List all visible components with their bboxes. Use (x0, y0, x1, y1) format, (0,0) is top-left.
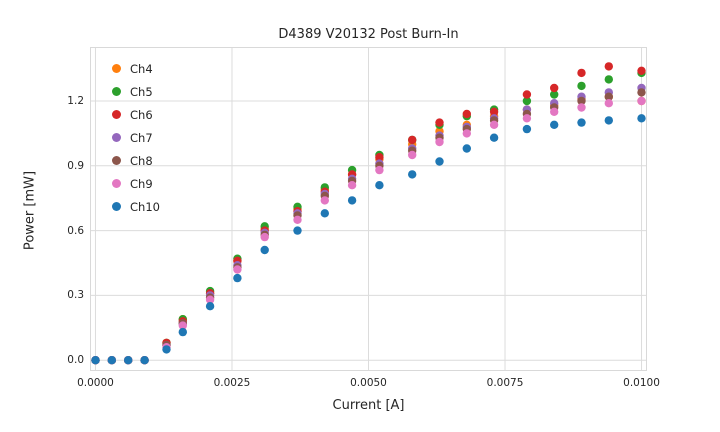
legend-item-ch9: Ch9 (112, 172, 160, 195)
y-tick-label: 0.6 (67, 224, 84, 237)
x-axis-label: Current [A] (332, 398, 405, 413)
x-tick-label: 0.0050 (350, 377, 387, 389)
data-point-ch10 (320, 209, 329, 218)
data-point-ch6 (408, 135, 417, 145)
legend-item-ch4: Ch4 (112, 57, 160, 80)
data-point-ch10 (205, 302, 215, 311)
data-point-ch6 (637, 66, 646, 75)
data-point-ch9 (489, 120, 499, 129)
legend-label: Ch9 (130, 176, 153, 191)
data-point-ch9 (577, 103, 586, 112)
data-point-ch6 (435, 118, 444, 127)
data-point-ch6 (522, 90, 532, 99)
data-point-ch10 (375, 181, 384, 190)
legend-item-ch10: Ch10 (112, 195, 160, 218)
plot-border (90, 47, 647, 371)
data-point-ch10 (435, 157, 444, 166)
x-tick-label: 0.0000 (77, 377, 114, 389)
data-point-ch10 (260, 245, 269, 255)
legend-item-ch8: Ch8 (112, 149, 160, 172)
data-point-ch10 (91, 356, 100, 365)
data-point-ch10 (107, 356, 116, 365)
data-point-ch9 (347, 181, 357, 190)
legend-label: Ch7 (130, 130, 153, 145)
legend-label: Ch8 (130, 153, 153, 168)
data-point-ch10 (178, 327, 187, 337)
legend-item-ch5: Ch5 (112, 80, 160, 103)
legend-marker-ch9-icon (112, 179, 121, 188)
data-point-ch10 (162, 345, 171, 354)
data-point-ch5 (604, 75, 613, 84)
legend-item-ch7: Ch7 (112, 126, 160, 149)
data-point-ch9 (408, 150, 417, 160)
data-point-ch9 (462, 129, 471, 138)
data-point-ch10 (604, 116, 613, 125)
data-point-ch6 (604, 62, 613, 71)
data-point-ch9 (375, 165, 384, 175)
y-axis-label: Power [mW] (22, 170, 38, 251)
data-point-ch5 (550, 90, 559, 99)
data-point-ch9 (522, 114, 532, 123)
data-point-ch9 (293, 215, 302, 224)
plot-area (90, 47, 647, 371)
legend: Ch4 Ch5 Ch6 Ch7 Ch8 Ch9 Ch10 (112, 57, 160, 218)
chart-title: D4389 V20132 Post Burn-In (278, 27, 459, 42)
data-point-ch9 (260, 232, 269, 242)
legend-label: Ch4 (130, 61, 153, 76)
y-tick-label: 0.9 (67, 159, 84, 172)
data-point-ch9 (320, 196, 329, 205)
y-tick-label: 1.2 (67, 95, 84, 107)
legend-label: Ch10 (130, 199, 160, 214)
legend-item-ch6: Ch6 (112, 103, 160, 126)
data-point-ch10 (489, 133, 499, 142)
data-point-ch10 (522, 124, 532, 134)
legend-marker-ch10-icon (112, 202, 121, 211)
data-point-ch9 (205, 295, 215, 304)
data-point-ch6 (489, 107, 499, 116)
data-point-ch10 (140, 356, 149, 365)
legend-marker-ch7-icon (112, 133, 121, 142)
x-tick-label: 0.0025 (213, 377, 251, 389)
y-tick-label: 0.0 (67, 354, 84, 367)
plot-canvas (90, 47, 647, 371)
data-point-ch9 (637, 96, 646, 106)
y-tick-label: 0.3 (67, 289, 84, 302)
data-point-ch10 (293, 226, 302, 235)
data-point-ch9 (178, 321, 187, 330)
data-point-ch8 (637, 88, 646, 97)
data-point-ch8 (577, 96, 586, 106)
data-point-ch9 (435, 137, 444, 147)
data-point-ch10 (577, 118, 586, 127)
data-point-ch9 (604, 99, 613, 108)
data-point-ch9 (233, 265, 242, 274)
legend-marker-ch6-icon (112, 110, 121, 119)
legend-marker-ch8-icon (112, 156, 121, 165)
data-point-ch6 (462, 109, 471, 119)
data-point-ch10 (347, 196, 357, 205)
data-point-ch8 (604, 92, 613, 101)
x-tick-label: 0.0075 (486, 377, 524, 389)
legend-label: Ch6 (130, 107, 153, 122)
data-point-ch10 (550, 120, 559, 129)
data-point-ch10 (233, 273, 242, 283)
data-point-ch6 (577, 68, 586, 78)
legend-label: Ch5 (130, 84, 153, 99)
legend-marker-ch4-icon (112, 64, 121, 73)
data-point-ch10 (124, 356, 133, 365)
data-point-ch9 (550, 107, 559, 116)
data-point-ch6 (550, 83, 559, 93)
data-point-ch10 (408, 170, 417, 179)
data-point-ch5 (577, 81, 586, 91)
data-point-ch10 (637, 114, 646, 123)
data-point-ch10 (462, 144, 471, 153)
data-point-ch5 (522, 96, 532, 106)
x-tick-label: 0.0100 (623, 377, 660, 389)
legend-marker-ch5-icon (112, 87, 121, 96)
data-point-ch6 (375, 153, 384, 162)
